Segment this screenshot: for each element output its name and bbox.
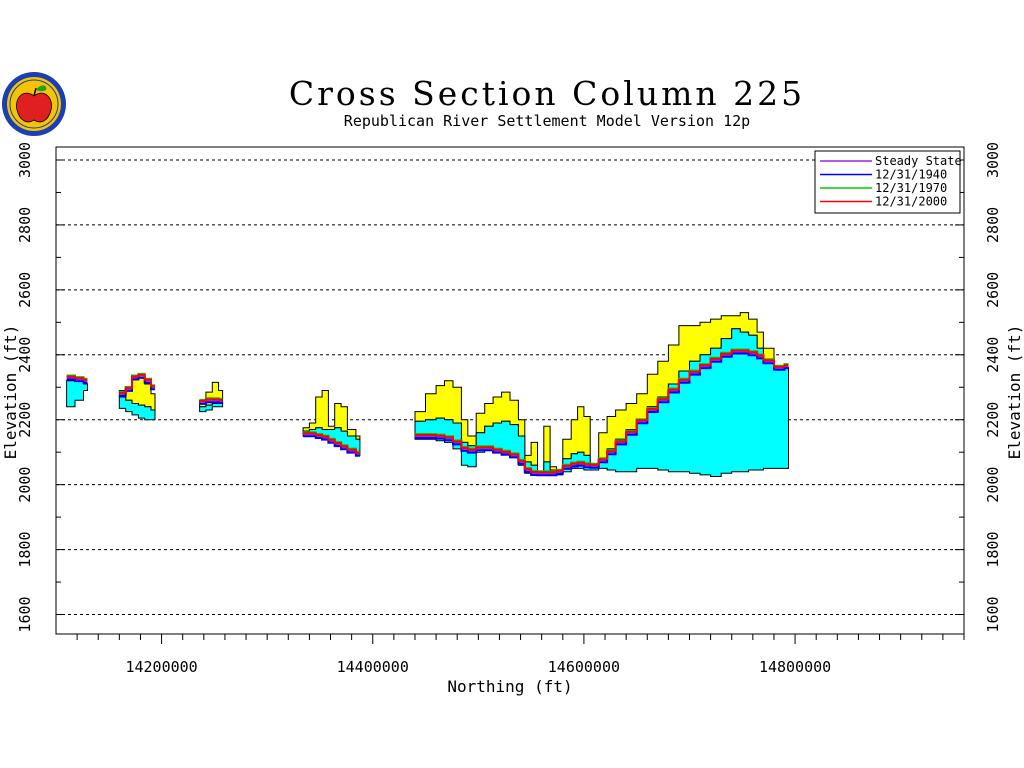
- xtick-label-14400000: 14400000: [337, 658, 409, 676]
- ytick-label-right-2200: 2200: [984, 402, 1002, 438]
- lower-layer-fill: [414, 328, 789, 477]
- section-segment-3: [302, 390, 361, 457]
- plot-frame: [55, 146, 965, 635]
- legend-label-1: 12/31/1940: [875, 168, 947, 182]
- ytick-label-right-1800: 1800: [984, 532, 1002, 568]
- data-layer: [66, 312, 789, 477]
- ytick-label-right-1600: 1600: [984, 596, 1002, 632]
- lower-layer-fill: [118, 396, 156, 421]
- grid-lines: [56, 159, 964, 616]
- section-segment-0: [66, 374, 88, 408]
- x-axis-label: Northing (ft): [447, 677, 572, 696]
- y-axis-label-right: Elevation (ft): [1005, 325, 1024, 460]
- ytick-label-left-3000: 3000: [16, 142, 34, 178]
- series-line-12-31-2000: [66, 375, 88, 381]
- section-segment-4: [414, 312, 789, 477]
- xtick-label-14200000: 14200000: [125, 658, 197, 676]
- ytick-label-right-3000: 3000: [984, 142, 1002, 178]
- legend-label-3: 12/31/2000: [875, 195, 947, 209]
- xtick-label-14600000: 14600000: [548, 658, 620, 676]
- ytick-label-left-1600: 1600: [16, 596, 34, 632]
- chart-subtitle: Republican River Settlement Model Versio…: [344, 112, 750, 130]
- legend: Steady State12/31/194012/31/197012/31/20…: [814, 150, 962, 214]
- chart-title: Cross Section Column 225: [289, 74, 805, 113]
- series-line-12-31-2000: [119, 373, 155, 394]
- apple-seal-icon: [2, 72, 66, 136]
- series-line-12-31-2000: [199, 398, 223, 402]
- series-line-12-31-2000: [415, 349, 789, 474]
- series-line-12-31-1940: [199, 401, 223, 405]
- ytick-label-left-2200: 2200: [16, 402, 34, 438]
- xtick-label-14800000: 14800000: [759, 658, 831, 676]
- axis-ticks: 1600 1600 1800 1800 2000 2000 2200 2200 2400 2400…: [16, 142, 1002, 676]
- ytick-label-right-2600: 2600: [984, 272, 1002, 308]
- lower-layer-fill: [199, 403, 224, 413]
- series-line-12-31-1940: [66, 378, 88, 384]
- series-line-12-31-1940: [415, 352, 789, 477]
- ytick-label-left-1800: 1800: [16, 532, 34, 568]
- ytick-label-left-2800: 2800: [16, 207, 34, 243]
- legend-label-2: 12/31/1970: [875, 181, 947, 195]
- legend-label-0: Steady State: [875, 154, 962, 168]
- ytick-label-right-2800: 2800: [984, 207, 1002, 243]
- section-segment-1: [118, 372, 156, 421]
- ytick-label-left-2000: 2000: [16, 467, 34, 503]
- section-segment-2: [199, 381, 224, 413]
- ytick-label-left-2600: 2600: [16, 272, 34, 308]
- series-line-12-31-2000: [303, 432, 360, 454]
- ytick-label-left-2400: 2400: [16, 337, 34, 373]
- y-axis-label-left: Elevation (ft): [1, 325, 20, 460]
- ytick-label-right-2400: 2400: [984, 337, 1002, 373]
- ytick-label-right-2000: 2000: [984, 467, 1002, 503]
